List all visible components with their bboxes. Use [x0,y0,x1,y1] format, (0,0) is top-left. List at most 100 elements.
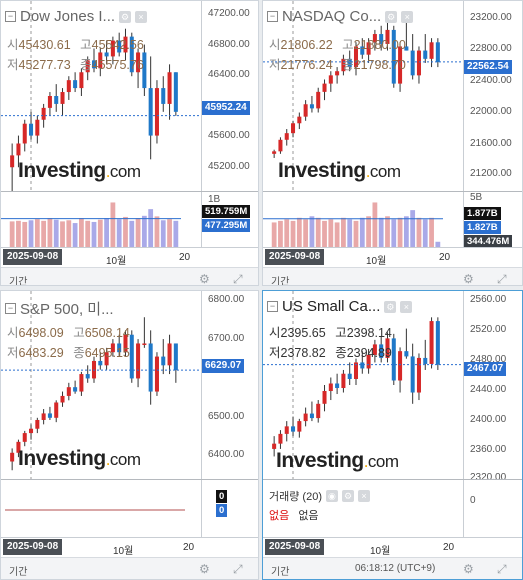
gear-icon[interactable]: ⚙ [463,562,474,576]
open-value: 45430.61 [18,38,71,52]
price-axis[interactable]: 47200.00 46800.00 46400.00 45600.00 4520… [201,1,258,191]
price-axis[interactable]: 6800.00 6700.00 6500.00 6400.00 6629.07 [201,291,258,479]
settings-icon[interactable]: ⚙ [385,10,398,23]
close-icon[interactable]: × [357,490,370,502]
candle-body [79,72,84,89]
instrument-title[interactable]: Dow Jones I... [20,8,116,25]
volume-header: 거래량 (20) ◉ ⚙ × [269,488,370,504]
instrument-title[interactable]: US Small Ca... [282,298,381,315]
ohlc-row-1: 시45430.61 고45542.56 [7,38,144,52]
volume-bar [28,220,34,247]
candle-body [117,343,122,353]
candle-body [398,46,403,84]
close-icon[interactable]: × [401,10,414,23]
chart-panel-smallcap[interactable]: − US Small Ca... ⚙ × 시2395.65 고2398.14 저… [262,290,523,580]
volume-tag-up: 0 [216,490,228,503]
candle-body [297,116,302,124]
close-icon[interactable]: × [400,300,413,313]
collapse-icon[interactable]: − [267,11,278,22]
volume-plot[interactable] [263,192,463,247]
volume-bar [85,220,91,247]
expand-icon[interactable]: ⤢ [497,562,507,576]
candle-body [129,334,134,379]
time-axis[interactable]: 2025-09-08 10월 20 [1,537,258,557]
gear-icon[interactable]: ⚙ [199,272,210,286]
volume-bar [334,222,340,247]
y-tick: 2320.00 [470,472,507,483]
y-tick: 21200.00 [470,168,512,179]
candle-body [435,321,440,365]
period-label[interactable]: 기간 [9,567,28,578]
candle-body [278,433,283,444]
price-plot[interactable] [263,1,463,191]
volume-bar [378,217,384,247]
period-label[interactable]: 기간 [271,567,290,578]
time-axis[interactable]: 2025-09-08 10월 20 [263,537,522,557]
close-icon[interactable]: × [135,10,148,23]
volume-bar [341,217,346,247]
candle-body [335,383,340,389]
close-value: 6495.15 [84,346,130,360]
volume-up-value: 없음 [269,510,290,522]
settings-icon[interactable]: ⚙ [119,10,132,23]
collapse-icon[interactable]: − [5,303,16,314]
gear-icon[interactable]: ⚙ [199,562,210,576]
candle-body [404,46,409,51]
ohlc-row-2: 저6483.29 종6495.15 [7,346,130,360]
crosshair-date: 2025-09-08 [3,249,63,265]
collapse-icon[interactable]: − [5,11,16,22]
time-axis[interactable]: 2025-09-08 10월 20 [263,247,522,267]
volume-tick: 0 [470,495,476,506]
volume-bar [60,221,65,247]
candle-body [41,107,46,120]
volume-bar [366,216,371,247]
pane-divider[interactable] [1,479,258,480]
volume-plot[interactable] [1,480,201,537]
candle-body [410,356,415,393]
price-axis[interactable]: 23200.00 22800.00 22400.00 22000.00 2160… [463,1,522,191]
volume-bar [104,218,109,247]
visibility-icon[interactable]: ◉ [325,490,338,502]
collapse-icon[interactable]: − [267,301,278,312]
chart-panel-nasdaq[interactable]: − NASDAQ Co... ⚙ × 시21806.22 고21880.00 저… [262,0,523,286]
high-value: 2398.14 [346,326,392,340]
volume-bar [135,218,141,247]
expand-icon[interactable]: ⤢ [233,562,243,576]
expand-icon[interactable]: ⤢ [497,272,507,286]
chart-panel-dow[interactable]: − Dow Jones I... ⚙ × 시45430.61 고45542.56… [0,0,259,286]
candle-body [423,357,428,364]
gear-icon[interactable]: ⚙ [463,272,474,286]
price-axis[interactable]: 2560.00 2520.00 2480.00 2440.00 2400.00 … [463,291,522,483]
volume-bar [359,217,365,247]
price-plot[interactable] [1,291,201,479]
candle-body [136,343,141,379]
instrument-title[interactable]: S&P 500, 미... [20,301,114,318]
volume-bar [271,222,277,247]
volume-plot[interactable] [1,192,201,247]
volume-bar [123,216,128,247]
volume-title[interactable]: 거래량 (20) [269,491,322,503]
period-label[interactable]: 기간 [271,277,290,286]
settings-icon[interactable]: ⚙ [384,300,397,313]
candle-body [278,139,283,152]
y-tick: 46800.00 [208,39,250,50]
candle-body [416,357,421,393]
y-tick: 6800.00 [208,294,245,305]
pane-divider[interactable] [1,191,258,192]
candle-body [341,373,346,389]
price-plot[interactable] [1,1,201,191]
panel-header: − US Small Ca... ⚙ × [267,298,413,315]
expand-icon[interactable]: ⤢ [233,272,243,286]
price-plot[interactable] [263,291,463,479]
volume-bar [429,217,434,247]
y-tick: 47200.00 [208,8,250,19]
chart-panel-sp500[interactable]: − S&P 500, 미... 시6498.09 고6508.14 저6483.… [0,290,259,580]
pane-divider[interactable] [263,479,522,480]
investing-watermark: Investing.com [276,449,399,472]
period-label[interactable]: 기간 [9,277,28,286]
time-axis[interactable]: 2025-09-08 10월 20 [1,247,258,267]
settings-icon[interactable]: ⚙ [341,490,354,502]
x-label-month: 10월 [113,546,134,557]
instrument-title[interactable]: NASDAQ Co... [282,8,382,25]
pane-divider[interactable] [263,191,522,192]
